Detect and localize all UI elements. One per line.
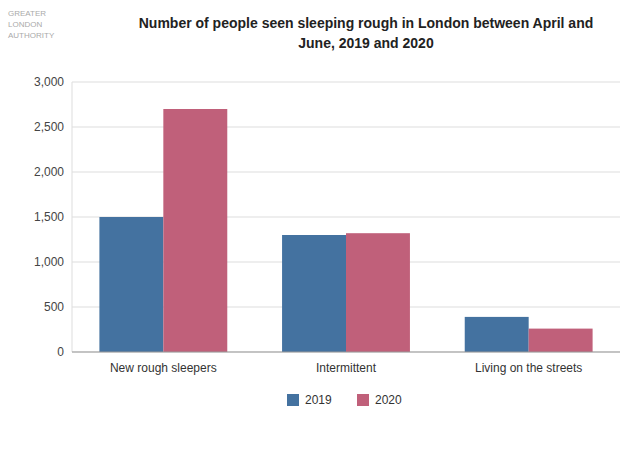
x-tick-label: Intermittent <box>316 361 377 375</box>
y-tick-label: 3,000 <box>34 75 64 89</box>
chart: 0 500 1,000 1,500 2,000 2,500 3,000 New rough s… <box>0 0 638 454</box>
y-axis-line <box>72 82 73 352</box>
title: Number of people seen sleeping rough in … <box>139 15 594 51</box>
grid-line <box>72 172 620 173</box>
grid-line <box>72 352 620 353</box>
background <box>0 0 638 454</box>
title-line: Number of people seen sleeping rough in … <box>139 15 594 31</box>
bar <box>163 109 227 352</box>
annotation-line: AUTHORITY <box>8 31 55 40</box>
annotation: GREATER LONDON AUTHORITY <box>8 9 55 40</box>
legend: 2019 2020 <box>287 393 402 407</box>
bar <box>99 217 163 352</box>
annotation-line: LONDON <box>8 20 42 29</box>
y-tick-label: 2,000 <box>34 165 64 179</box>
title-line: June, 2019 and 2020 <box>298 35 434 51</box>
legend-label: 2019 <box>305 393 332 407</box>
x-axis-line <box>72 352 620 353</box>
bars <box>99 109 592 352</box>
grid <box>72 82 620 352</box>
y-tick-label: 500 <box>44 300 64 314</box>
legend-swatch <box>357 394 369 406</box>
grid-line <box>72 127 620 128</box>
grid-line <box>72 82 620 83</box>
bar <box>529 329 593 352</box>
legend-label: 2020 <box>375 393 402 407</box>
bar <box>465 317 529 352</box>
y-tick-label: 0 <box>57 345 64 359</box>
bar <box>282 235 346 352</box>
y-tick-label: 1,500 <box>34 210 64 224</box>
annotation-line: GREATER <box>8 9 46 18</box>
y-tick-label: 1,000 <box>34 255 64 269</box>
legend-swatch <box>287 394 299 406</box>
x-tick-label: New rough sleepers <box>110 361 217 375</box>
x-tick-label: Living on the streets <box>475 361 582 375</box>
bar <box>346 233 410 352</box>
y-tick-label: 2,500 <box>34 120 64 134</box>
